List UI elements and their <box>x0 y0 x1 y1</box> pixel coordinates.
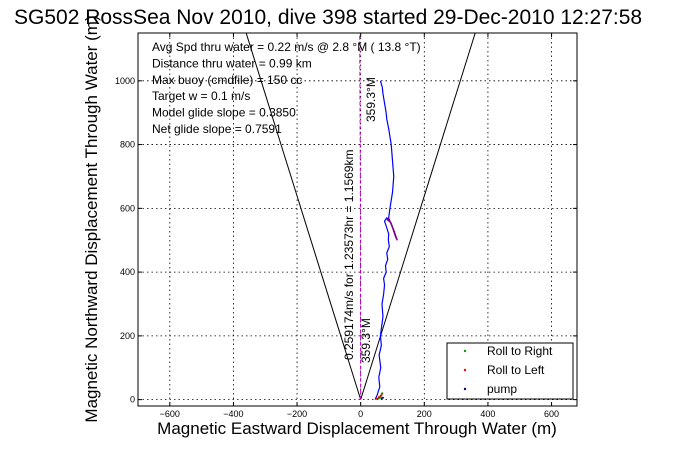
x-tick-label: 400 <box>480 409 495 419</box>
lower-heading-label: 359.3°M <box>359 318 373 363</box>
legend-marker <box>463 387 467 391</box>
stats-line: Distance thru water = 0.99 km <box>152 56 312 70</box>
legend-marker <box>463 349 467 353</box>
marker-roll-to-left <box>377 396 380 399</box>
x-axis-ticks: −600 −400 −200 0 200 400 600 <box>160 33 559 419</box>
y-tick-label: 0 <box>130 395 135 405</box>
x-axis-label: Magnetic Eastward Displacement Through W… <box>157 419 557 438</box>
cone-line <box>245 32 362 400</box>
marker-pump <box>381 396 384 399</box>
upper-heading-label: 359.3°M <box>364 77 378 122</box>
legend-label: Roll to Right <box>487 344 553 358</box>
marker-roll-to-left <box>379 394 382 397</box>
series-group <box>374 80 398 400</box>
stats-line: Model glide slope = 0.3850 <box>152 106 296 120</box>
y-tick-label: 200 <box>120 331 135 341</box>
x-tick-label: 200 <box>417 409 432 419</box>
series-line-track <box>374 80 398 400</box>
x-tick-label: −600 <box>160 409 180 419</box>
marker-roll-to-left <box>375 397 378 400</box>
marker-group <box>375 392 384 400</box>
marker-roll-to-left <box>380 392 383 395</box>
stats-line: Net glide slope = 0.7591 <box>152 122 282 136</box>
x-tick-label: −400 <box>223 409 243 419</box>
y-tick-label: 600 <box>120 203 135 213</box>
x-tick-label: −200 <box>287 409 307 419</box>
y-tick-label: 400 <box>120 267 135 277</box>
y-tick-label: 1000 <box>115 76 135 86</box>
heading-line <box>359 32 362 400</box>
legend-marker <box>463 368 467 372</box>
y-axis-ticks: 0 200 400 600 800 1000 <box>115 76 577 405</box>
legend-box <box>446 342 574 400</box>
cone-line <box>360 32 476 400</box>
x-tick-label: 600 <box>544 409 559 419</box>
series-line-pump <box>386 217 398 241</box>
legend: Roll to Right Roll to Left pump <box>446 342 574 400</box>
y-axis-label: Magnetic Northward Displacement Through … <box>82 15 101 422</box>
stats-annotation: Avg Spd thru water = 0.22 m/s @ 2.8 °M (… <box>152 40 421 136</box>
marker-pump <box>380 397 383 400</box>
legend-label: pump <box>487 382 517 396</box>
cone-lines <box>245 32 476 400</box>
legend-label: Roll to Left <box>487 363 545 377</box>
plot-frame <box>137 32 578 407</box>
chart-title: SG502 RossSea Nov 2010, dive 398 started… <box>14 6 642 29</box>
stats-line: Avg Spd thru water = 0.22 m/s @ 2.8 °M (… <box>152 40 421 54</box>
stats-line: Target w = 0.1 m/s <box>152 89 250 103</box>
x-tick-label: 0 <box>358 409 363 419</box>
y-tick-label: 800 <box>120 140 135 150</box>
heading-line-label: 0.259174m/s for 1.23573hr = 1.1569km <box>342 150 356 360</box>
heading-line-group <box>359 32 362 400</box>
stats-line: Max buoy (cmdfile) = 150 cc <box>152 73 302 87</box>
